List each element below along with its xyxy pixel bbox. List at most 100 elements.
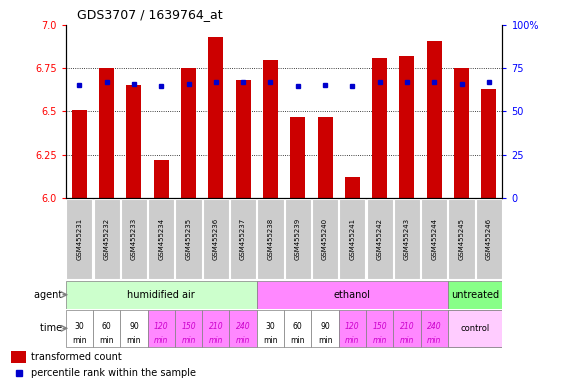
Text: 30: 30 — [266, 322, 275, 331]
FancyBboxPatch shape — [66, 281, 257, 309]
Text: GSM455231: GSM455231 — [77, 218, 82, 260]
Bar — [11, 351, 26, 363]
Text: 90: 90 — [320, 322, 330, 331]
Text: GSM455238: GSM455238 — [267, 218, 274, 260]
Text: min: min — [72, 336, 87, 345]
Bar — [400, 56, 415, 198]
FancyBboxPatch shape — [476, 199, 502, 280]
FancyBboxPatch shape — [175, 310, 202, 347]
Bar — [154, 160, 168, 198]
Text: percentile rank within the sample: percentile rank within the sample — [31, 368, 196, 378]
FancyBboxPatch shape — [175, 199, 202, 280]
Text: control: control — [461, 324, 490, 333]
FancyBboxPatch shape — [230, 199, 256, 280]
Bar — [263, 60, 278, 198]
Text: 210: 210 — [400, 322, 414, 331]
Text: min: min — [291, 336, 305, 345]
Bar — [372, 58, 387, 198]
Text: GSM455240: GSM455240 — [322, 218, 328, 260]
FancyBboxPatch shape — [393, 310, 421, 347]
Bar — [317, 117, 332, 198]
Text: 240: 240 — [427, 322, 441, 331]
FancyBboxPatch shape — [367, 199, 393, 280]
FancyBboxPatch shape — [203, 199, 229, 280]
Text: min: min — [372, 336, 387, 345]
Bar — [236, 80, 251, 198]
FancyBboxPatch shape — [421, 310, 448, 347]
Bar — [481, 89, 496, 198]
Text: 120: 120 — [154, 322, 168, 331]
Text: GSM455244: GSM455244 — [431, 218, 437, 260]
Text: GSM455232: GSM455232 — [103, 218, 110, 260]
Bar — [427, 40, 442, 198]
Text: min: min — [345, 336, 360, 345]
FancyBboxPatch shape — [66, 199, 93, 280]
Text: GDS3707 / 1639764_at: GDS3707 / 1639764_at — [77, 8, 223, 21]
Text: GSM455235: GSM455235 — [186, 218, 191, 260]
FancyBboxPatch shape — [93, 310, 120, 347]
Text: min: min — [127, 336, 141, 345]
Bar — [181, 68, 196, 198]
Text: 30: 30 — [74, 322, 84, 331]
Text: min: min — [182, 336, 196, 345]
FancyBboxPatch shape — [366, 310, 393, 347]
FancyBboxPatch shape — [448, 199, 475, 280]
Text: min: min — [400, 336, 414, 345]
Text: min: min — [154, 336, 168, 345]
Bar — [454, 68, 469, 198]
FancyBboxPatch shape — [421, 199, 447, 280]
Text: GSM455234: GSM455234 — [158, 218, 164, 260]
Text: GSM455242: GSM455242 — [377, 218, 383, 260]
FancyBboxPatch shape — [448, 310, 475, 347]
FancyBboxPatch shape — [448, 281, 502, 309]
Text: untreated: untreated — [451, 290, 499, 300]
FancyBboxPatch shape — [311, 310, 339, 347]
Text: min: min — [208, 336, 223, 345]
Text: 120: 120 — [345, 322, 360, 331]
FancyBboxPatch shape — [148, 199, 174, 280]
FancyBboxPatch shape — [120, 310, 147, 347]
Text: min: min — [236, 336, 250, 345]
FancyBboxPatch shape — [394, 199, 420, 280]
Text: transformed count: transformed count — [31, 352, 122, 362]
FancyBboxPatch shape — [94, 199, 120, 280]
Bar — [72, 110, 87, 198]
Text: GSM455237: GSM455237 — [240, 218, 246, 260]
Text: agent: agent — [34, 290, 66, 300]
Text: GSM455246: GSM455246 — [486, 218, 492, 260]
FancyBboxPatch shape — [257, 281, 448, 309]
Text: humidified air: humidified air — [127, 290, 195, 300]
FancyBboxPatch shape — [121, 199, 147, 280]
Text: GSM455236: GSM455236 — [213, 218, 219, 260]
Text: ethanol: ethanol — [334, 290, 371, 300]
FancyBboxPatch shape — [312, 199, 338, 280]
FancyBboxPatch shape — [147, 310, 175, 347]
FancyBboxPatch shape — [475, 310, 502, 347]
FancyBboxPatch shape — [284, 310, 311, 347]
Text: 150: 150 — [181, 322, 196, 331]
Text: min: min — [263, 336, 278, 345]
FancyBboxPatch shape — [230, 310, 257, 347]
Text: 60: 60 — [102, 322, 111, 331]
Text: min: min — [99, 336, 114, 345]
Text: 210: 210 — [208, 322, 223, 331]
FancyBboxPatch shape — [339, 199, 365, 280]
Text: GSM455245: GSM455245 — [459, 218, 465, 260]
Bar — [290, 117, 305, 198]
Text: 150: 150 — [372, 322, 387, 331]
Text: GSM455239: GSM455239 — [295, 218, 301, 260]
Text: 240: 240 — [236, 322, 251, 331]
Bar — [345, 177, 360, 198]
Text: time: time — [41, 323, 66, 333]
Bar — [99, 68, 114, 198]
FancyBboxPatch shape — [448, 310, 502, 347]
Bar — [208, 37, 223, 198]
FancyBboxPatch shape — [339, 310, 366, 347]
FancyBboxPatch shape — [202, 310, 230, 347]
FancyBboxPatch shape — [66, 310, 93, 347]
Text: min: min — [427, 336, 441, 345]
Text: GSM455241: GSM455241 — [349, 218, 355, 260]
Bar — [126, 85, 142, 198]
FancyBboxPatch shape — [284, 199, 311, 280]
Text: min: min — [318, 336, 332, 345]
